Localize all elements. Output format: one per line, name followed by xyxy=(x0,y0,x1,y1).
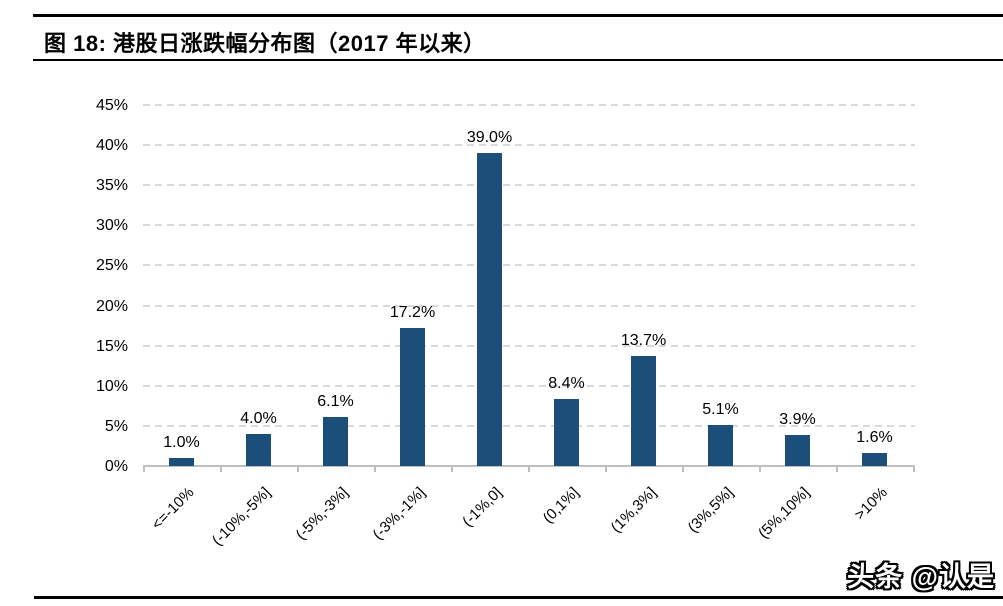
bar-value-label-(3%,5%]: 5.1% xyxy=(702,401,739,419)
gridline-45 xyxy=(143,104,915,106)
figure-title: 图 18: 港股日涨跌幅分布图（2017 年以来） xyxy=(44,31,486,56)
y-tick-label-20%: 20% xyxy=(95,297,128,315)
bar-(-10%,-5%] xyxy=(246,433,271,466)
bar-value-label-(0,1%]: 8.4% xyxy=(548,374,585,392)
header-top-rule xyxy=(33,14,1003,17)
bar-(-3%,-1%] xyxy=(400,328,425,466)
bar-value-label-(-5%,-3%]: 6.1% xyxy=(317,393,354,411)
bar-value-label->10%: 1.6% xyxy=(856,429,893,447)
header-bottom-rule xyxy=(33,59,1003,61)
x-tick-label-(-3%,-1%]: (-3%,-1%] xyxy=(369,484,429,544)
gridline-35 xyxy=(143,184,915,187)
bar-value-label-(-1%,0]: 39.0% xyxy=(466,129,513,147)
x-tick-label-(-5%,-3%]: (-5%,-3%] xyxy=(292,484,352,544)
x-axis-tick xyxy=(220,466,222,472)
gridline-25 xyxy=(143,264,915,267)
y-tick-label-5%: 5% xyxy=(104,417,128,435)
bar-(5%,10%] xyxy=(785,434,810,466)
footer-rule xyxy=(34,596,1003,599)
y-tick-label-15%: 15% xyxy=(95,337,128,355)
bar-(-5%,-3%] xyxy=(323,417,348,466)
x-tick-label-(-10%,-5%]: (-10%,-5%] xyxy=(209,484,275,550)
gridline-40 xyxy=(143,144,915,147)
y-tick-label-30%: 30% xyxy=(95,217,128,235)
bar-value-label-(-3%,-1%]: 17.2% xyxy=(389,304,436,322)
x-tick-label-(5%,10%]: (5%,10%] xyxy=(755,484,814,543)
y-tick-label-35%: 35% xyxy=(95,177,128,195)
x-tick-label-(3%,5%]: (3%,5%] xyxy=(684,484,737,537)
x-tick-label-(-1%,0]: (-1%,0] xyxy=(459,484,506,531)
x-tick-label-(0,1%]: (0,1%] xyxy=(539,484,583,527)
x-axis-tick xyxy=(836,466,838,472)
x-axis-tick xyxy=(913,466,915,472)
bar->10% xyxy=(862,453,887,466)
gridline-30 xyxy=(143,224,915,227)
gridline-15 xyxy=(143,344,915,347)
x-tick-label->10%: >10% xyxy=(851,484,891,524)
x-axis-tick xyxy=(682,466,684,472)
bar-(1%,3%] xyxy=(631,356,656,466)
bar-value-label-(1%,3%]: 13.7% xyxy=(620,332,667,350)
y-tick-label-40%: 40% xyxy=(95,137,128,155)
x-axis-tick xyxy=(374,466,376,472)
gridline-20 xyxy=(143,304,915,307)
gridline-5 xyxy=(143,424,915,427)
bar-(0,1%] xyxy=(554,398,579,466)
bar-(3%,5%] xyxy=(708,425,733,466)
bar-value-label-<=-10%: 1.0% xyxy=(163,433,200,451)
x-tick-label-(1%,3%]: (1%,3%] xyxy=(607,484,660,537)
x-axis-tick xyxy=(759,466,761,472)
x-axis-tick xyxy=(605,466,607,472)
bar-<=-10% xyxy=(169,457,194,466)
gridline-10 xyxy=(143,384,915,387)
y-tick-label-0%: 0% xyxy=(104,458,128,475)
x-axis-tick xyxy=(297,466,299,472)
y-tick-label-25%: 25% xyxy=(95,257,128,275)
x-axis-tick xyxy=(528,466,530,472)
bar-value-label-(5%,10%]: 3.9% xyxy=(779,410,816,428)
watermark: 头条 @认是 xyxy=(847,562,995,592)
bar-value-label-(-10%,-5%]: 4.0% xyxy=(240,409,277,427)
x-axis-tick xyxy=(143,466,145,472)
y-tick-label-45%: 45% xyxy=(95,97,128,114)
x-axis-tick xyxy=(451,466,453,472)
x-tick-label-<=-10%: <=-10% xyxy=(148,484,198,534)
y-tick-label-10%: 10% xyxy=(95,377,128,395)
bar-(-1%,0] xyxy=(477,153,502,466)
